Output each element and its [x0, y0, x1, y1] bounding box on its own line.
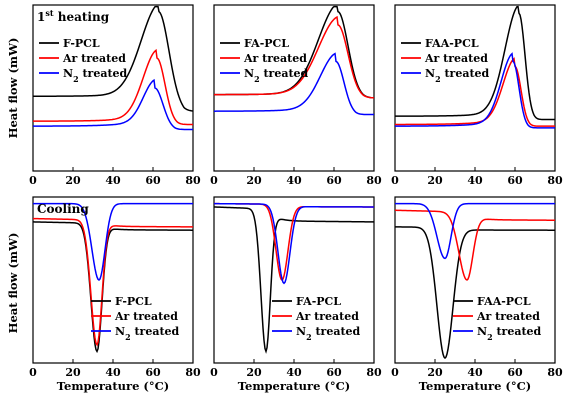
x-tick-label: 0 [391, 366, 399, 379]
legend-label: N2 treated [425, 67, 490, 84]
x-tick-label: 20 [427, 174, 443, 187]
ylabel-top: Heat flow (mW) [6, 38, 20, 139]
x-tick-label: 40 [467, 174, 483, 187]
x-tick-label: 60 [145, 366, 161, 379]
legend: F-PCL Ar treated N2 treated [91, 295, 180, 342]
series-line-fa-pcl [213, 206, 375, 354]
x-tick-label: 40 [105, 174, 121, 187]
panel-title: 1st heating [37, 8, 110, 24]
panel-frame [394, 196, 556, 364]
legend: FAA-PCL Ar treated N2 treated [453, 295, 542, 342]
panel-frame [32, 4, 194, 172]
x-tick-label: 80 [185, 366, 201, 379]
x-tick-label: 40 [286, 366, 302, 379]
chart-panel-5: 0 20 40 60 80 FA-PCL Ar treated N2 treated [210, 196, 382, 379]
series-line-faa-pcl [394, 226, 555, 360]
series-line-f-pcl [32, 221, 194, 354]
x-tick-label: 0 [210, 366, 218, 379]
series-line-n-treated [214, 52, 374, 116]
legend-label: FA-PCL [244, 37, 289, 50]
xlabel-left: Temperature (°C) [57, 379, 169, 393]
series-line-ar-treated [394, 209, 556, 281]
x-tick-label: 60 [507, 174, 523, 187]
series-line-n-treated [395, 52, 555, 129]
x-tick-label: 80 [366, 174, 382, 187]
x-tick-label: 80 [185, 174, 201, 187]
x-tick-label: 20 [246, 174, 262, 187]
x-tick-label: 40 [286, 174, 302, 187]
legend-label: Ar treated [243, 52, 307, 65]
series-line-n-treated [33, 78, 193, 131]
series-line-f-pcl [32, 5, 194, 112]
x-tick-label: 20 [427, 366, 443, 379]
legend-label: Ar treated [62, 52, 126, 65]
legend-label: Ar treated [424, 52, 488, 65]
x-tick-label: 40 [467, 366, 483, 379]
legend-label: F-PCL [115, 295, 152, 308]
legend-label: FAA-PCL [425, 37, 479, 50]
legend-label: F-PCL [63, 37, 100, 50]
legend: FAA-PCL Ar treated N2 treated [401, 37, 490, 84]
xlabel-right: Temperature (°C) [419, 379, 531, 393]
legend: FA-PCL Ar treated N2 treated [272, 295, 361, 342]
series-line-ar-treated [214, 15, 375, 99]
panel-frame [394, 4, 556, 172]
x-tick-label: 60 [326, 174, 342, 187]
series-line-n-treated [213, 202, 374, 285]
series-line-ar-treated [33, 48, 193, 126]
legend-label: FAA-PCL [477, 295, 531, 308]
panel-title: Cooling [37, 202, 89, 216]
x-tick-label: 80 [366, 366, 382, 379]
series-line-n-treated [33, 202, 193, 282]
x-tick-label: 80 [547, 174, 563, 187]
legend-label: N2 treated [296, 325, 361, 342]
x-tick-label: 20 [65, 174, 81, 187]
series-line-faa-pcl [395, 5, 555, 121]
chart-panel-4: 0 20 40 60 80 Cooling F-PCL Ar treated N2 treate… [29, 196, 201, 379]
legend-label: N2 treated [63, 67, 128, 84]
x-tick-label: 0 [210, 174, 218, 187]
legend: FA-PCL Ar treated N2 treated [220, 37, 309, 84]
x-tick-label: 60 [145, 174, 161, 187]
x-tick-label: 20 [246, 366, 262, 379]
x-tick-label: 0 [29, 174, 37, 187]
legend-label: Ar treated [114, 310, 178, 323]
series-line-ar-treated [213, 202, 374, 282]
series-line-n-treated [395, 202, 555, 260]
x-tick-label: 80 [547, 366, 563, 379]
x-tick-label: 60 [507, 366, 523, 379]
x-tick-label: 0 [29, 366, 37, 379]
xlabel-middle: Temperature (°C) [238, 379, 350, 393]
legend-label: Ar treated [295, 310, 359, 323]
chart-panel-1: 0 20 40 60 80 1st heating F-PCL Ar treated N2 tr… [29, 4, 201, 187]
chart-panel-3: 0 20 40 60 80 FAA-PCL Ar treated N2 treated [391, 4, 563, 187]
legend-label: N2 treated [115, 325, 180, 342]
legend-label: N2 treated [244, 67, 309, 84]
legend-label: N2 treated [477, 325, 542, 342]
panel-grid: 0 20 40 60 80 1st heating F-PCL Ar treated N2 tr… [29, 4, 563, 379]
chart-panel-6: 0 20 40 60 80 FAA-PCL Ar treated N2 treated [391, 196, 563, 379]
ylabel-bottom: Heat flow (mW) [6, 233, 20, 334]
legend-label: FA-PCL [296, 295, 341, 308]
legend: F-PCL Ar treated N2 treated [39, 37, 128, 84]
x-tick-label: 20 [65, 366, 81, 379]
legend-label: Ar treated [476, 310, 540, 323]
x-tick-label: 0 [391, 174, 399, 187]
series-line-ar-treated [32, 217, 194, 347]
x-tick-label: 60 [326, 366, 342, 379]
series-line-ar-treated [395, 57, 555, 127]
x-tick-label: 40 [105, 366, 121, 379]
chart-panel-2: 0 20 40 60 80 FA-PCL Ar treated N2 treated [210, 4, 382, 187]
